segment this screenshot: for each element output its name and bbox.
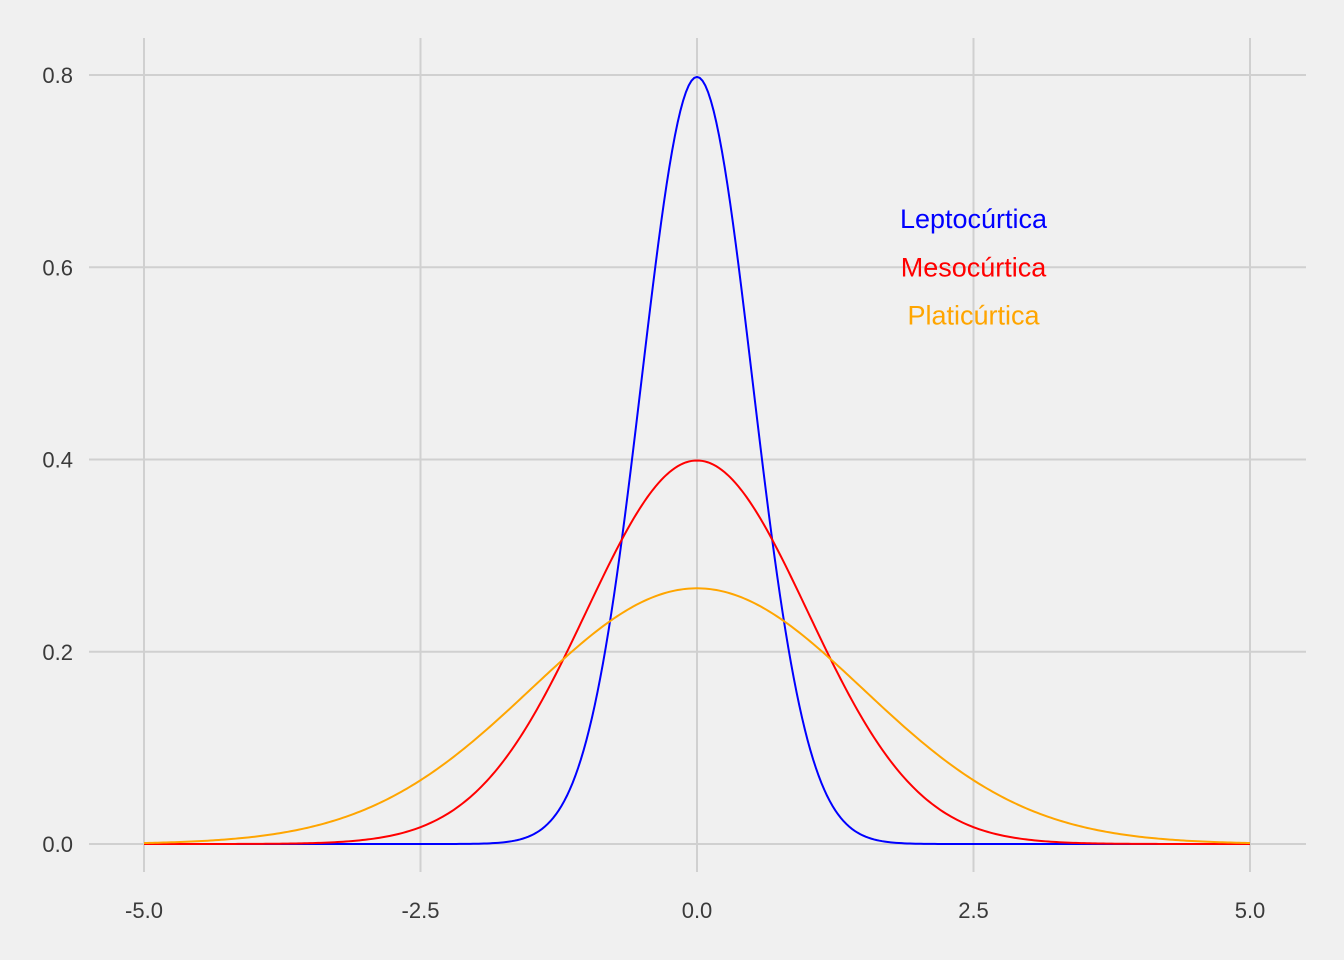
series-line-leptocurtica: [144, 75, 1250, 845]
annotation-leptocurtica: Leptocúrtica: [900, 204, 1048, 234]
x-tick-label: 2.5: [958, 898, 989, 923]
series-group: [143, 75, 1251, 845]
x-tick-label: 5.0: [1235, 898, 1266, 923]
series-line-platicurtica: [143, 587, 1251, 845]
x-tick-label: -5.0: [125, 898, 163, 923]
y-tick-label: 0.2: [42, 640, 73, 665]
annotation-mesocurtica: Mesocúrtica: [901, 252, 1048, 282]
series-line-mesocurtica: [144, 459, 1250, 845]
y-tick-label: 0.4: [42, 448, 73, 473]
y-tick-label: 0.0: [42, 832, 73, 857]
x-tick-label: 0.0: [682, 898, 713, 923]
x-tick-label: -2.5: [402, 898, 440, 923]
gridlines: [89, 38, 1306, 872]
y-tick-label: 0.6: [42, 255, 73, 280]
y-tick-label: 0.8: [42, 63, 73, 88]
annotation-platicurtica: Platicúrtica: [907, 300, 1040, 330]
